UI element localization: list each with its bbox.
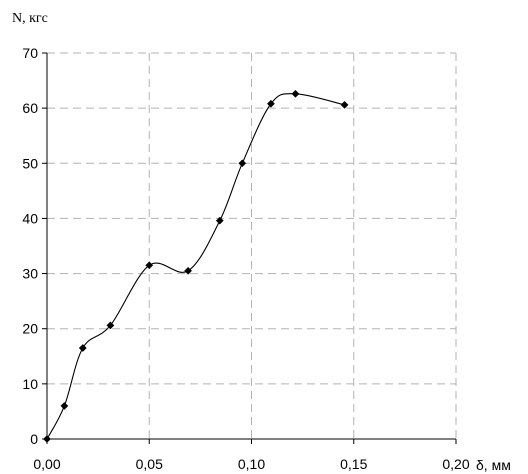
y-tick-label-3: 30	[22, 266, 38, 282]
axes	[42, 52, 457, 444]
data-point-2	[78, 344, 87, 352]
data-point-5	[184, 266, 193, 275]
data-point-3	[106, 321, 115, 330]
data-point-8	[266, 99, 275, 108]
x-tick-label-2: 0,10	[238, 456, 265, 472]
data-point-10	[340, 100, 349, 109]
y-tick-label-6: 60	[22, 100, 38, 116]
y-tick-label-0: 0	[30, 431, 38, 447]
x-tick-label-0: 0,00	[33, 456, 60, 472]
y-tick-label-5: 50	[22, 155, 38, 171]
data-point-7	[238, 159, 247, 168]
data-point-6	[215, 216, 224, 225]
data-point-1	[60, 401, 69, 410]
y-tick-label-2: 20	[22, 321, 38, 337]
y-tick-label-7: 70	[22, 45, 38, 61]
x-tick-label-1: 0,05	[136, 456, 163, 472]
data-point-0	[43, 435, 51, 443]
x-tick-label-4: 0,20	[442, 456, 469, 472]
y-tick-label-1: 10	[22, 376, 38, 392]
data-markers	[43, 89, 349, 443]
x-axis-title: δ, мм	[476, 457, 511, 473]
tick-labels: 0 10 20 30 40 50 60 70 0,00 0,05 0,10 0,15 0,20	[22, 45, 469, 472]
y-axis-title: N, кгс	[12, 11, 48, 26]
grid-lines	[47, 52, 457, 439]
data-point-4	[145, 261, 154, 270]
y-tick-label-4: 40	[22, 210, 38, 226]
x-tick-label-3: 0,15	[340, 456, 367, 472]
data-point-9	[291, 89, 300, 98]
